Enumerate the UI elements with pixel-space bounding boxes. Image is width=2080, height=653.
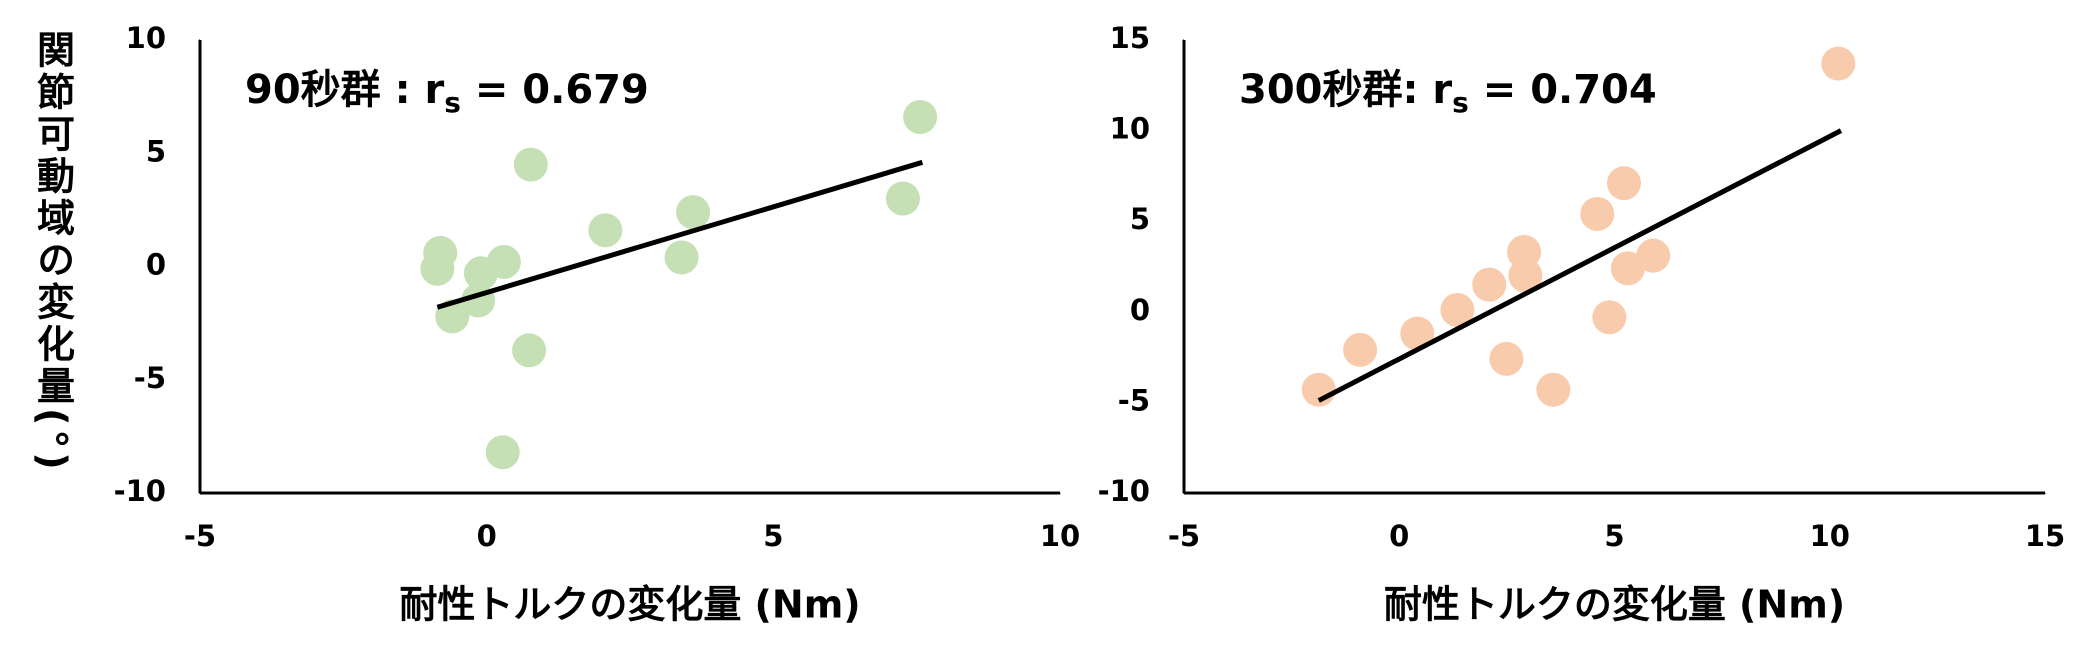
y-tick-label: -5	[134, 361, 166, 395]
annotation-text: 90秒群 : r	[245, 67, 445, 113]
y-tick-label: 10	[126, 21, 166, 55]
data-point	[1489, 341, 1524, 376]
y-tick-label: 5	[146, 134, 166, 168]
data-point	[1343, 332, 1378, 367]
data-point	[1610, 251, 1645, 286]
annotation: 90秒群 : rs = 0.679	[245, 67, 649, 119]
y-tick-label: 5	[1130, 202, 1150, 236]
y-tick-label: 0	[1130, 293, 1150, 327]
data-point	[485, 435, 520, 470]
x-tick-label: -5	[184, 519, 216, 553]
data-point	[1301, 372, 1336, 407]
y-tick-label: -10	[1098, 474, 1150, 508]
x-axis-label: 耐性トルクの変化量 (Nm)	[399, 583, 860, 627]
annotation-subscript: s	[444, 86, 461, 119]
y-tick-label: -5	[1118, 383, 1150, 417]
x-tick-label: 15	[2025, 519, 2065, 553]
annotation-text: 300秒群: r	[1239, 67, 1452, 113]
x-tick-label: 5	[1604, 519, 1624, 553]
data-point	[513, 147, 548, 182]
data-point	[1821, 46, 1856, 81]
trend-line	[436, 159, 924, 310]
y-tick-label: 0	[146, 248, 166, 282]
annotation: 300秒群: rs = 0.704	[1239, 67, 1657, 119]
data-point	[664, 240, 699, 275]
x-tick-label: 10	[1810, 519, 1850, 553]
data-point	[512, 333, 547, 368]
data-point	[1472, 267, 1507, 302]
data-point	[1536, 372, 1571, 407]
data-point	[1400, 316, 1435, 351]
data-point	[903, 100, 938, 135]
y-tick-label: 15	[1110, 21, 1150, 55]
data-point	[1636, 238, 1671, 273]
data-point	[588, 213, 623, 248]
x-tick-label: 0	[477, 519, 497, 553]
y-tick-label: -10	[114, 474, 166, 508]
x-tick-label: 5	[763, 519, 783, 553]
data-point	[1580, 196, 1615, 231]
x-tick-label: 0	[1389, 519, 1409, 553]
annotation-subscript: s	[1452, 86, 1469, 119]
data-point	[1508, 258, 1543, 293]
data-point	[885, 181, 920, 216]
trend-line	[1317, 128, 1843, 403]
data-point	[1440, 292, 1475, 327]
x-tick-label: 10	[1040, 519, 1080, 553]
data-point	[676, 195, 711, 230]
data-point	[420, 251, 455, 286]
x-tick-label: -5	[1168, 519, 1200, 553]
chart-panel: -10 -5 0 5 10 -5 0 5 10 耐性トルクの変化量 (Nm) 関節可動域の変化量(°…	[31, 21, 1081, 627]
x-axis-label: 耐性トルクの変化量 (Nm)	[1384, 583, 1845, 627]
y-axis-label: 関節可動域の変化量(°)	[31, 30, 75, 474]
data-point	[1606, 166, 1641, 201]
annotation-text: = 0.679	[461, 67, 649, 113]
data-point	[486, 244, 521, 279]
chart-panel: -10 -5 0 5 10 15 -5 0 5 10 15 耐性トルクの変化量 (Nm) 300秒群: …	[1098, 21, 2066, 627]
y-tick-label: 10	[1110, 112, 1150, 146]
annotation-text: = 0.704	[1469, 67, 1657, 113]
data-point	[1592, 300, 1627, 335]
